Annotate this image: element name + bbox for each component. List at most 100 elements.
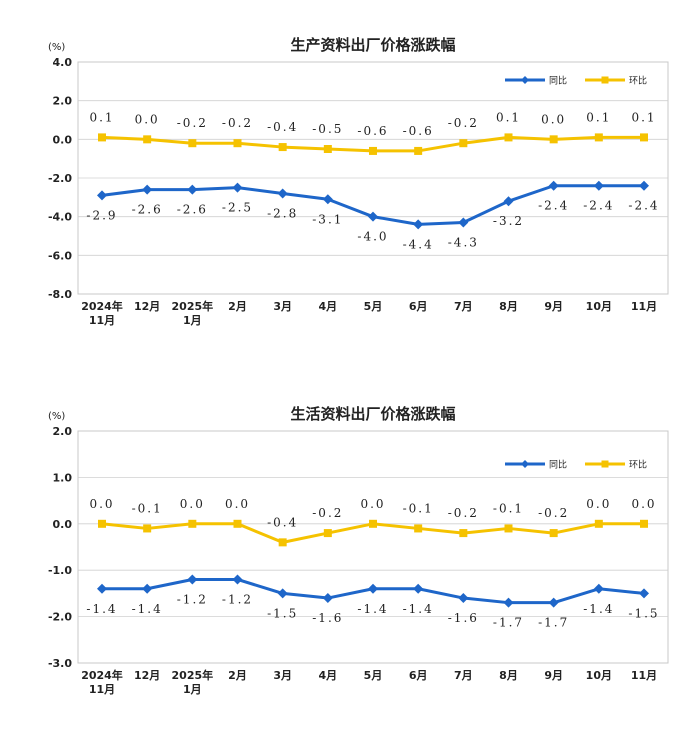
data-label-mom: 0.0 (541, 112, 566, 126)
data-point-mom (549, 529, 558, 538)
data-point-yoy (458, 593, 469, 604)
data-point-yoy (142, 184, 153, 195)
x-tick-line: 5月 (364, 300, 383, 313)
data-label-yoy: -2.8 (267, 206, 298, 220)
data-label-mom: -0.2 (177, 116, 208, 130)
x-tick-line: 4月 (319, 669, 338, 682)
data-point-yoy (503, 597, 514, 608)
data-label-mom: 0.1 (89, 110, 114, 124)
x-tick-line: 12月 (134, 300, 160, 313)
data-label-yoy: -2.4 (583, 199, 614, 213)
data-label-yoy: -2.6 (177, 203, 208, 217)
legend-marker-yoy (521, 460, 529, 468)
data-label-yoy: -1.5 (628, 606, 659, 620)
data-label-mom: -0.2 (222, 116, 253, 130)
x-tick-line: 3月 (273, 669, 292, 682)
legend-marker-yoy (521, 76, 529, 84)
x-tick-line: 12月 (134, 669, 160, 682)
data-label-mom: 0.0 (225, 497, 250, 511)
chart-production-materials: 生产资料出厂价格涨跌幅 (%) 4.0 2.0 0.0 -2.0 -4.0 -6.0 -8.0 2… (48, 36, 669, 327)
x-tick-line: 10月 (586, 300, 612, 313)
data-point-yoy (232, 182, 243, 193)
data-point-yoy (503, 196, 514, 207)
legend-label-mom: 环比 (629, 75, 647, 87)
x-tick-label: 7月 (454, 669, 473, 682)
data-label-mom: -0.6 (403, 124, 434, 138)
data-point-yoy (548, 597, 559, 608)
data-point-mom (278, 538, 287, 547)
y-tick-label: -8.0 (48, 288, 72, 301)
x-tick-line: 3月 (273, 300, 292, 313)
x-tick-label: 10月 (586, 669, 612, 682)
data-point-mom (98, 519, 106, 528)
data-label-yoy: -1.6 (448, 611, 479, 625)
data-label-yoy: -2.9 (86, 208, 117, 222)
x-tick-label: 8月 (499, 300, 518, 313)
data-point-yoy (322, 194, 333, 205)
data-label-yoy: -2.4 (538, 199, 569, 213)
data-point-mom (414, 146, 423, 155)
x-tick-label: 9月 (544, 669, 563, 682)
data-label-yoy: -2.6 (132, 203, 163, 217)
data-point-yoy (187, 574, 198, 585)
x-tick-label: 2024年 11月 (81, 668, 123, 696)
data-label-mom: 0.1 (496, 110, 521, 124)
data-label-yoy: -1.2 (222, 592, 253, 606)
data-label-mom: 0.0 (135, 112, 160, 126)
data-point-yoy (639, 180, 649, 191)
x-tick-label: 10月 (586, 300, 612, 313)
data-point-mom (98, 133, 106, 142)
data-point-yoy (187, 184, 198, 195)
data-point-yoy (593, 180, 604, 191)
data-point-mom (188, 519, 197, 528)
data-label-yoy: -1.4 (86, 602, 117, 616)
x-tick-line: 7月 (454, 300, 473, 313)
data-label-mom: -0.2 (448, 116, 479, 130)
x-tick-label: 6月 (409, 669, 428, 682)
data-point-mom (233, 139, 242, 148)
data-point-mom (369, 519, 377, 528)
data-label-yoy: -1.7 (493, 616, 524, 630)
x-tick-label: 2025年 1月 (172, 668, 214, 696)
x-tick-line: 1月 (183, 314, 202, 327)
data-label-yoy: -2.5 (222, 201, 253, 215)
data-label-mom: 0.0 (360, 497, 385, 511)
data-label-mom: -0.6 (357, 124, 388, 138)
data-point-yoy (548, 180, 559, 191)
data-point-yoy (277, 588, 288, 599)
x-tick-label: 3月 (273, 669, 292, 682)
x-tick-line: 8月 (499, 300, 518, 313)
y-tick-label: 1.0 (53, 471, 73, 484)
data-point-yoy (97, 190, 107, 201)
x-tick-label: 4月 (319, 669, 338, 682)
data-label-mom: -0.4 (267, 120, 298, 134)
data-point-yoy (232, 574, 243, 585)
data-label-yoy: -1.5 (267, 606, 298, 620)
data-point-mom (504, 524, 513, 533)
data-label-yoy: -1.2 (177, 592, 208, 606)
x-tick-line: 2月 (228, 300, 247, 313)
data-label-mom: -0.4 (267, 515, 298, 529)
data-label-yoy: -4.0 (357, 230, 388, 244)
data-point-mom (369, 146, 377, 155)
data-label-mom: 0.1 (631, 110, 656, 124)
data-point-yoy (413, 219, 424, 230)
data-point-mom (504, 133, 513, 142)
data-point-mom (143, 135, 152, 144)
chart-title: 生产资料出厂价格涨跌幅 (290, 36, 455, 54)
data-label-yoy: -2.4 (628, 199, 659, 213)
legend-label-yoy: 同比 (549, 75, 567, 87)
data-point-mom (414, 524, 423, 533)
x-tick-line: 11月 (89, 683, 115, 696)
data-label-yoy: -1.7 (538, 616, 569, 630)
y-tick-label: -3.0 (48, 657, 72, 670)
y-tick-label: -2.0 (48, 611, 72, 624)
x-tick-label: 2024年 11月 (81, 299, 123, 327)
data-point-yoy (322, 593, 333, 604)
x-tick-line: 2025年 (172, 299, 214, 313)
x-tick-label: 6月 (409, 300, 428, 313)
data-label-mom: 0.0 (586, 497, 611, 511)
data-point-yoy (593, 583, 604, 594)
x-tick-label: 4月 (319, 300, 338, 313)
data-label-yoy: -1.4 (357, 602, 388, 616)
